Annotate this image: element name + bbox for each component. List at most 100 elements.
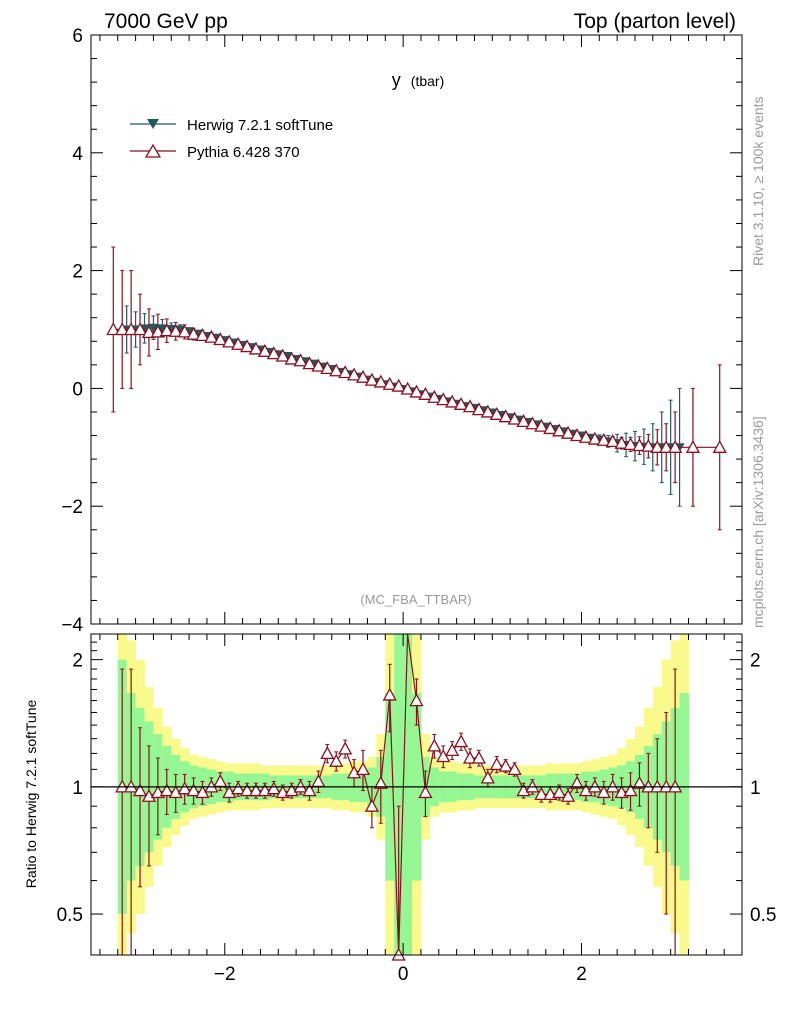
ratio-point-pythia: [284, 783, 299, 797]
ratio-point-pythia: [222, 785, 237, 799]
ratio-point-pythia: [266, 781, 281, 795]
data-point-pythia: [596, 432, 611, 446]
data-point-pythia: [204, 329, 219, 343]
band-green: [403, 634, 413, 955]
data-point-pythia: [213, 332, 228, 346]
rivet-label: Rivet 3.1.10, ≥ 100k events: [750, 96, 766, 266]
data-point-pythia: [561, 425, 576, 439]
data-point-pythia: [150, 324, 165, 338]
ratio-ytick-label: 1: [72, 778, 83, 799]
data-point-pythia: [382, 376, 397, 390]
data-point-pythia: [685, 439, 701, 453]
ratio-point-pythia: [329, 753, 344, 767]
main-title: y (tbar): [392, 70, 444, 90]
data-point-pythia: [195, 328, 210, 342]
data-point-pythia: [578, 429, 594, 443]
main-panel: −4 −2 0 2 4 6 y (tbar) (MC_FBA_TTBAR) Herwig …: [61, 26, 743, 636]
ratio-point-pythia: [355, 762, 371, 776]
data-point-pythia: [462, 399, 478, 413]
ratio-xtick-label: −2: [214, 964, 236, 985]
ratio-point-pythia: [489, 757, 504, 771]
ratio-point-pythia: [409, 693, 424, 707]
ratio-point-pythia: [373, 775, 388, 789]
ratio-point-pythia: [453, 734, 469, 748]
ratio-point-pythia: [141, 788, 157, 802]
data-point-pythia: [516, 414, 531, 428]
data-point-pythia: [525, 416, 540, 430]
ratio-frame: [90, 633, 743, 956]
data-point-pythia: [400, 381, 415, 395]
ratio-point-pythia: [338, 741, 353, 755]
ratio-point-pythia: [382, 687, 397, 701]
ratio-point-pythia: [427, 738, 442, 752]
ratio-point-pythia: [498, 758, 513, 772]
ratio-point-pythia: [561, 788, 576, 802]
data-point-herwig: [157, 324, 168, 334]
data-point-pythia: [543, 421, 558, 435]
main-title-suffix: (tbar): [411, 73, 444, 89]
data-point-pythia: [257, 343, 272, 357]
data-point-pythia: [712, 439, 727, 453]
legend-marker-herwig: [147, 119, 159, 129]
legend-entry-pythia: Pythia 6.428 370: [130, 143, 300, 161]
ratio-point-pythia: [623, 783, 638, 797]
ratio-panel: 0.5 0.5 1 1 2 2 −2 0 2 Ratio to Herwig 7.2.1 sof…: [23, 633, 776, 985]
ratio-point-pythia: [231, 781, 246, 795]
main-ytick-label: −4: [61, 615, 83, 636]
data-point-pythia: [489, 406, 504, 420]
data-point-pythia: [453, 396, 469, 410]
data-point-pythia: [373, 374, 388, 388]
ratio-ylabel: Ratio to Herwig 7.2.1 softTune: [23, 699, 39, 888]
ratio-point-pythia: [320, 746, 335, 760]
data-point-pythia: [614, 435, 629, 449]
data-point-pythia: [480, 404, 495, 418]
data-point-pythia: [445, 394, 460, 408]
data-point-pythia: [115, 322, 130, 336]
data-point-pythia: [632, 438, 647, 452]
data-point-pythia: [284, 351, 299, 365]
source-label: mcplots.cern.ch [arXiv:1306.3436]: [750, 416, 766, 628]
data-point-pythia: [338, 365, 353, 379]
data-point-pythia: [498, 409, 513, 423]
data-point-pythia: [534, 418, 549, 432]
ratio-ytick-label: 2: [72, 651, 83, 672]
ratio-ytick-label-right: 2: [750, 651, 761, 672]
data-point-pythia: [623, 436, 638, 451]
data-point-pythia: [177, 324, 192, 338]
data-point-pythia: [231, 336, 246, 350]
ratio-point-pythia: [364, 798, 380, 812]
ratio-point-pythia: [132, 783, 148, 797]
data-point-pythia: [275, 348, 290, 362]
ratio-point-pythia: [186, 783, 201, 797]
legend-label-herwig: Herwig 7.2.1 softTune: [187, 117, 333, 134]
legend: Herwig 7.2.1 softTune Pythia 6.428 370: [130, 117, 333, 161]
main-ytick-label: −2: [61, 497, 83, 518]
main-ytick-label: 2: [72, 262, 83, 283]
data-point-pythia: [168, 323, 183, 337]
data-point-pythia: [239, 339, 255, 353]
data-point-pythia: [293, 353, 308, 367]
data-point-herwig: [148, 323, 159, 333]
data-point-pythia: [311, 358, 326, 372]
ratio-point-pythia: [418, 785, 433, 799]
ratio-xtick-label: 2: [576, 964, 587, 985]
data-point-pythia: [364, 372, 380, 386]
analysis-label: (MC_FBA_TTBAR): [360, 592, 471, 607]
data-point-pythia: [659, 439, 674, 453]
legend-marker-pythia: [144, 143, 162, 158]
ratio-point-pythia: [534, 786, 549, 800]
ratio-point-pythia: [516, 783, 531, 797]
data-point-pythia: [436, 392, 451, 406]
ratio-point-pythia: [480, 770, 495, 784]
data-point-pythia: [418, 386, 433, 400]
data-point-pythia: [605, 434, 620, 448]
data-point-pythia: [552, 423, 567, 437]
header-right: Top (parton level): [574, 10, 736, 33]
main-title-var: y: [392, 70, 401, 90]
band-green: [394, 634, 404, 955]
legend-entry-herwig: Herwig 7.2.1 softTune: [130, 117, 333, 134]
legend-label-pythia: Pythia 6.428 370: [187, 144, 300, 161]
ratio-point-pythia: [177, 781, 192, 795]
main-ytick-label: 4: [72, 144, 83, 165]
data-point-pythia: [507, 411, 522, 425]
